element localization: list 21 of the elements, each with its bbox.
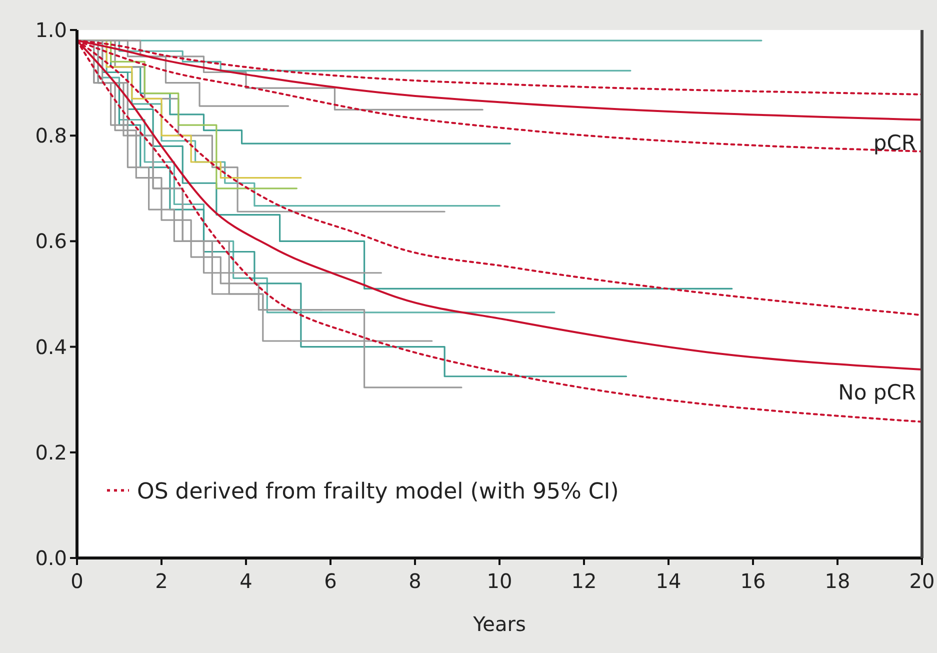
series-label: pCR	[873, 130, 916, 155]
x-tick-label: 12	[571, 569, 597, 593]
x-tick-label: 18	[824, 569, 850, 593]
x-tick-label: 0	[70, 569, 84, 593]
x-tick-label: 6	[324, 569, 337, 593]
y-tick-label: 0.2	[35, 440, 67, 464]
x-tick-label: 2	[155, 569, 168, 593]
legend-label: OS derived from frailty model (with 95% CI)	[137, 479, 619, 504]
x-axis-title: Years	[472, 612, 526, 636]
x-tick-label: 20	[909, 569, 935, 593]
x-tick-label: 4	[240, 569, 252, 593]
x-tick-label: 16	[740, 569, 766, 593]
y-tick-label: 0.4	[35, 334, 67, 359]
y-tick-label: 0.6	[35, 229, 67, 254]
y-tick-label: 0.0	[35, 546, 67, 570]
series-label: No pCR	[838, 380, 916, 405]
y-tick-label: 0.8	[35, 124, 67, 148]
x-tick-label: 14	[656, 569, 682, 593]
x-tick-label: 10	[486, 569, 512, 593]
x-tick-label: 8	[408, 569, 422, 593]
y-tick-label: 1.0	[35, 18, 67, 42]
